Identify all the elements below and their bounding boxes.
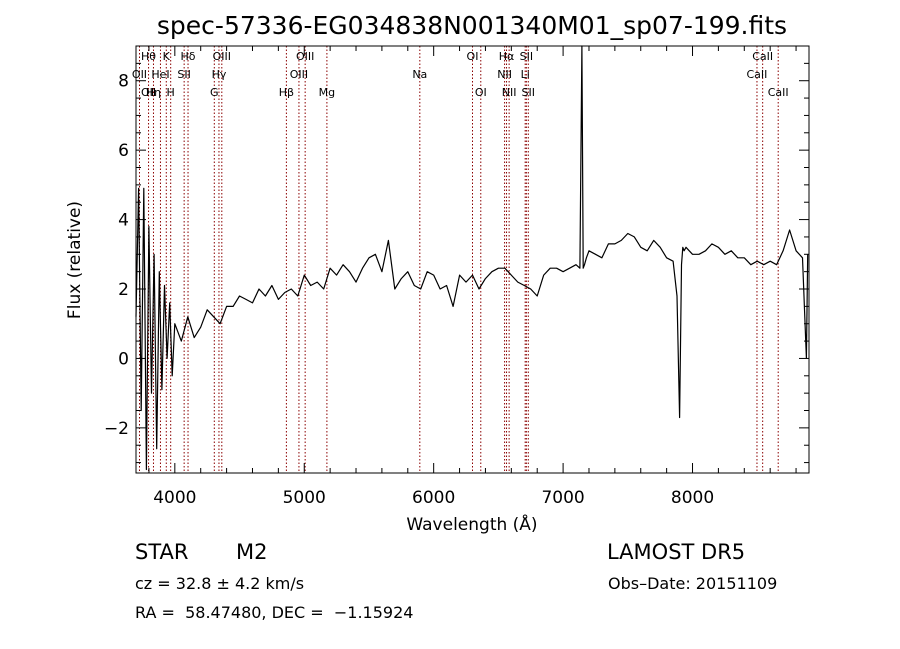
- survey-name: LAMOST DR5: [607, 540, 746, 564]
- line-label-9-0: Hγ: [212, 68, 227, 81]
- line-label-26-0: CaII: [768, 86, 789, 99]
- line-label-12-0: OIII: [290, 68, 308, 81]
- observation-date: Obs–Date: 20151109: [608, 574, 778, 593]
- y-tick-label-0: −2: [104, 419, 129, 439]
- y-tick-label-2: 2: [118, 280, 129, 300]
- line-label-20-0: NII: [502, 86, 517, 99]
- x-tick-label-0: 4000: [153, 488, 196, 508]
- coordinates: RA = 58.47480, DEC = −1.15924: [135, 603, 414, 622]
- x-tick-label-4: 8000: [671, 488, 714, 508]
- line-label-1-0: Hθ: [141, 50, 156, 63]
- spectral-line-labels: OIIHθOIIHηHeIKHSIIHδGHγOIIIHβOIIIOIIIMgN…: [132, 50, 789, 99]
- line-label-22-0: SII: [520, 50, 533, 63]
- x-tick-label-2: 6000: [412, 488, 455, 508]
- x-tick-label-3: 7000: [541, 488, 584, 508]
- line-label-19-0: Hα: [499, 50, 515, 63]
- spectrum-line: [135, 45, 809, 471]
- line-label-2-0: Hη: [146, 86, 161, 99]
- y-tick-label-4: 6: [118, 141, 129, 161]
- line-label-5-0: H: [167, 86, 175, 99]
- line-label-1-1: OII: [141, 86, 156, 99]
- y-axis-ticks: −2 0 2 4 6 8: [104, 45, 809, 464]
- plot-frame: [135, 45, 810, 474]
- y-tick-label-5: 8: [118, 72, 129, 92]
- line-label-25-0: CaII: [752, 50, 773, 63]
- line-label-23-0: SII: [522, 86, 535, 99]
- x-tick-label-1: 5000: [283, 488, 326, 508]
- line-label-14-0: Mg: [319, 86, 335, 99]
- line-label-8-0: G: [210, 86, 219, 99]
- redshift-cz: cz = 32.8 ± 4.2 km/s: [135, 574, 305, 593]
- line-label-4-0: K: [163, 50, 171, 63]
- line-label-3-0: HeI: [151, 68, 169, 81]
- line-label-21-0: Li: [521, 68, 530, 81]
- x-axis-label: Wavelength (Å): [406, 513, 537, 535]
- line-label-24-0: CaII: [747, 68, 768, 81]
- line-label-10-0: OIII: [213, 50, 231, 63]
- line-label-0-0: OII: [132, 68, 147, 81]
- spectral-line-markers: [138, 46, 779, 473]
- line-label-17-0: OI: [475, 86, 487, 99]
- chart-title: spec-57336-EG034838N001340M01_sp07-199.f…: [157, 11, 787, 40]
- line-label-15-0: Na: [412, 68, 427, 81]
- line-label-13-0: OIII: [296, 50, 314, 63]
- line-label-11-0: Hβ: [279, 86, 294, 99]
- line-label-18-0: NII: [497, 68, 512, 81]
- y-axis-label: Flux (relative): [65, 201, 85, 319]
- x-axis-ticks: 4000 5000 6000 7000 8000: [148, 46, 797, 508]
- line-label-7-0: Hδ: [181, 50, 196, 63]
- object-class: STAR: [135, 540, 189, 564]
- line-label-16-0: OI: [467, 50, 479, 63]
- y-tick-label-3: 4: [118, 211, 129, 231]
- y-tick-label-1: 0: [118, 349, 129, 369]
- object-subclass: M2: [236, 540, 268, 564]
- line-label-6-0: SII: [177, 68, 190, 81]
- spectrum-series: [135, 45, 809, 471]
